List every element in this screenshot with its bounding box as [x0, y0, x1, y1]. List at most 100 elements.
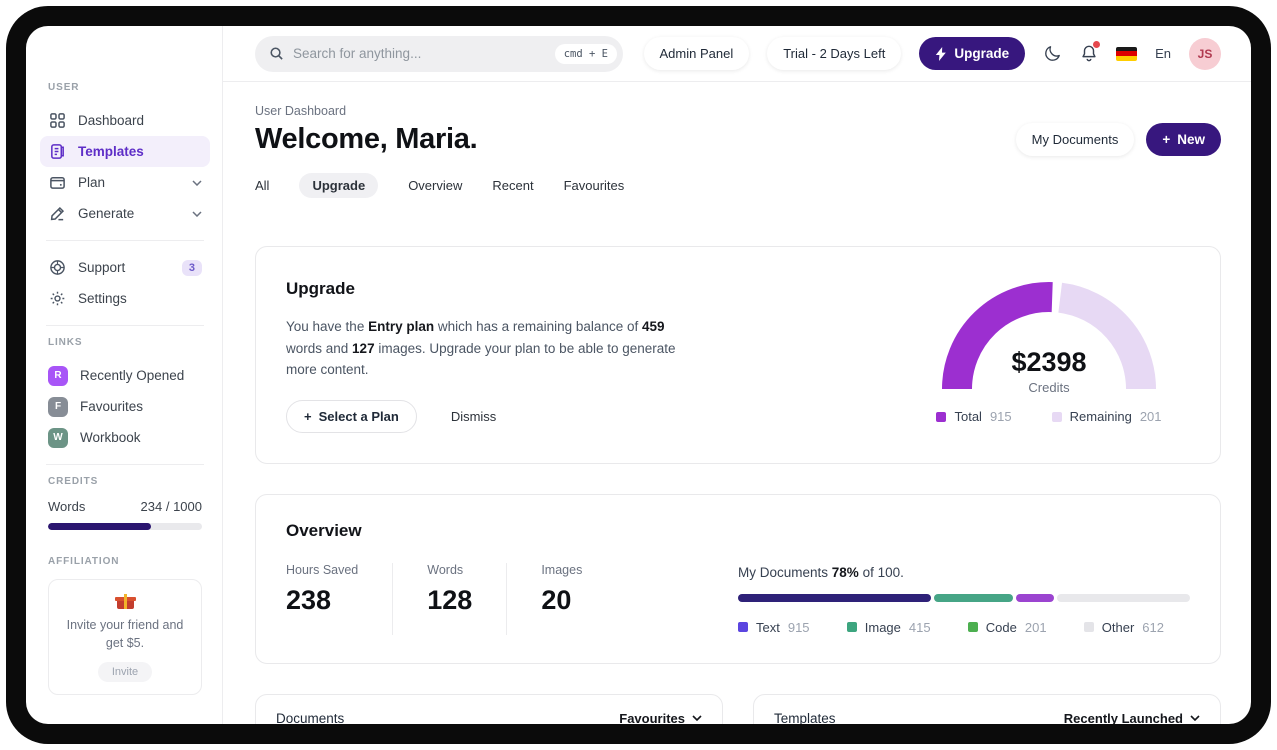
upgrade-button[interactable]: Upgrade: [919, 37, 1026, 70]
sidebar-divider: [46, 464, 204, 465]
legend-value: 915: [787, 619, 810, 635]
credits-progress-fill: [48, 523, 152, 530]
lightning-bolt-icon: [935, 46, 947, 61]
app-window: USER Dashboard Templates Plan: [26, 26, 1251, 724]
notifications-button[interactable]: [1080, 41, 1101, 63]
dark-mode-toggle[interactable]: [1043, 44, 1062, 63]
legend-value: 415: [908, 619, 931, 635]
sidebar-link-workbook[interactable]: W Workbook: [40, 422, 210, 453]
legend-swatch-text: [738, 622, 748, 633]
sidebar-item-label: Settings: [78, 291, 127, 306]
legend-name: Text: [756, 619, 780, 635]
sidebar-item-label: Favourites: [80, 399, 144, 414]
gift-icon: [114, 594, 136, 609]
admin-panel-button[interactable]: Admin Panel: [643, 37, 750, 70]
tab-favourites[interactable]: Favourites: [563, 178, 625, 193]
stat-images: Images 20: [541, 562, 583, 615]
sidebar-section-user: USER: [48, 82, 80, 93]
language-selector[interactable]: En: [1155, 46, 1171, 61]
credits-value: 234 / 1000: [140, 499, 202, 514]
dismiss-button[interactable]: Dismiss: [450, 408, 497, 424]
new-button[interactable]: + New: [1146, 123, 1221, 156]
legend-name: Code: [985, 619, 1017, 635]
credits-label: Words: [48, 499, 86, 514]
pencil-icon: [48, 205, 66, 223]
templates-card-title: Templates: [774, 710, 836, 724]
documents-card-title: Documents: [276, 710, 345, 724]
legend-name: Total: [954, 409, 982, 424]
legend-swatch-code: [967, 622, 978, 633]
lifebuoy-icon: [48, 259, 66, 277]
gauge-arc-total: [942, 282, 1053, 390]
gauge-value: $2398: [1011, 347, 1087, 377]
sidebar-item-label: Recently Opened: [80, 368, 185, 383]
link-avatar: F: [48, 396, 68, 417]
tab-overview[interactable]: Overview: [408, 178, 463, 193]
sidebar-item-generate[interactable]: Generate: [40, 198, 210, 229]
documents-filter-dropdown[interactable]: Favourites: [619, 711, 702, 724]
search-input[interactable]: [293, 46, 546, 61]
link-avatar: R: [48, 365, 68, 386]
sidebar-item-label: Generate: [78, 206, 135, 221]
progress-segment-other: [1057, 593, 1190, 602]
tab-recent[interactable]: Recent: [492, 178, 534, 193]
templates-filter-dropdown[interactable]: Recently Launched: [1064, 711, 1200, 724]
upgrade-card-title: Upgrade: [286, 279, 355, 298]
sidebar: USER Dashboard Templates Plan: [26, 26, 223, 724]
sidebar-link-favourites[interactable]: F Favourites: [40, 391, 210, 422]
credits-gauge: $2398 Credits Total 915 Remaining: [908, 279, 1190, 433]
document-icon: [48, 143, 66, 161]
new-button-label: New: [1177, 132, 1205, 147]
german-flag-icon[interactable]: [1116, 46, 1138, 61]
documents-progress: My Documents 78% of 100. Text 915 Image: [738, 563, 1190, 635]
gauge-chart: [942, 282, 1156, 390]
tab-upgrade[interactable]: Upgrade: [299, 173, 379, 198]
gauge-legend: Total 915 Remaining 201: [908, 409, 1190, 424]
sidebar-item-templates[interactable]: Templates: [40, 136, 210, 167]
sidebar-section-links: LINKS: [48, 337, 83, 348]
legend-name: Other: [1101, 619, 1135, 635]
credits-progress-bar: [48, 523, 202, 530]
templates-card: Templates Recently Launched Blog Post Ti…: [753, 693, 1221, 724]
tab-all[interactable]: All: [255, 178, 270, 193]
page-title: Welcome, Maria.: [255, 123, 478, 155]
progress-segment-image: [933, 593, 1014, 602]
affiliation-card: Invite your friend and get $5. Invite: [48, 579, 202, 696]
search-shortcut-badge: cmd + E: [554, 43, 617, 64]
stat-words: Words 128: [427, 562, 508, 635]
sidebar-item-label: Workbook: [80, 430, 141, 445]
sidebar-item-label: Templates: [78, 144, 144, 159]
overview-card-title: Overview: [286, 520, 362, 540]
legend-swatch-image: [846, 622, 857, 633]
search-bar[interactable]: cmd + E: [255, 35, 623, 72]
sidebar-link-recently-opened[interactable]: R Recently Opened: [40, 360, 210, 391]
filter-tabs: All Upgrade Overview Recent Favourites: [255, 173, 1221, 198]
sidebar-divider: [46, 325, 204, 326]
progress-segment-text: [738, 593, 931, 602]
wallet-icon: [48, 174, 66, 192]
templates-filter-label: Recently Launched: [1063, 710, 1183, 724]
sidebar-item-label: Plan: [78, 175, 106, 190]
sidebar-section-affiliation: AFFILIATION: [48, 556, 120, 567]
sidebar-item-plan[interactable]: Plan: [40, 167, 210, 198]
select-plan-button[interactable]: + Select a Plan: [286, 399, 417, 433]
plus-icon: +: [304, 408, 312, 424]
sidebar-item-settings[interactable]: Settings: [40, 283, 210, 314]
trial-badge[interactable]: Trial - 2 Days Left: [767, 37, 902, 70]
my-documents-button[interactable]: My Documents: [1015, 123, 1135, 156]
search-icon: [269, 46, 284, 61]
legend-swatch-other: [1083, 622, 1094, 633]
documents-progress-legend: Text 915 Image 415 Code 20: [738, 620, 1190, 635]
overview-stats: Hours Saved 238 Words 128 Images 20: [286, 562, 650, 635]
sidebar-item-dashboard[interactable]: Dashboard: [40, 105, 210, 136]
user-avatar[interactable]: JS: [1189, 37, 1221, 70]
invite-button[interactable]: Invite: [97, 662, 153, 683]
device-frame: USER Dashboard Templates Plan: [6, 6, 1271, 744]
documents-progress-bar: [738, 593, 1190, 602]
chevron-down-icon: [692, 715, 702, 722]
sidebar-item-label: Dashboard: [78, 113, 145, 128]
documents-filter-label: Favourites: [619, 710, 685, 724]
sidebar-item-label: Support: [78, 260, 126, 275]
sidebar-item-support[interactable]: Support 3: [40, 252, 210, 283]
legend-value: 612: [1142, 619, 1164, 635]
